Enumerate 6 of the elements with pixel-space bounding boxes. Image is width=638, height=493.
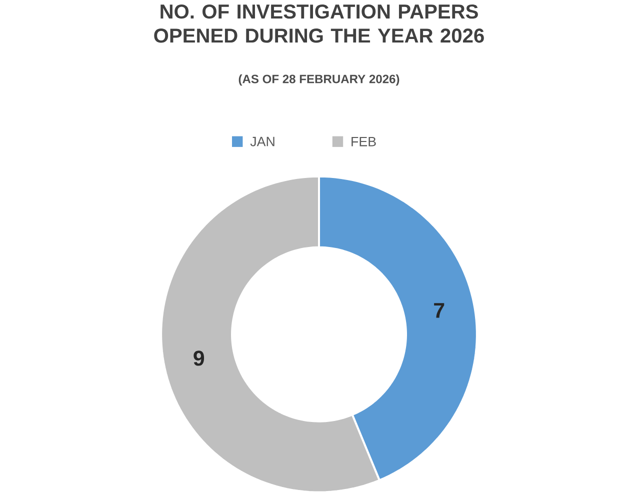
chart-title: NO. OF INVESTIGATION PAPERS OPENED DURING THE YEAR 2026 <box>154 4 484 43</box>
legend-label: JAN <box>250 136 274 146</box>
data-label: 7 <box>434 302 444 318</box>
chart-subtitle: (AS OF 28 FEBRUARY 2026) <box>238 74 400 86</box>
data-label: 9 <box>194 350 204 366</box>
legend-label: FEB <box>352 136 376 146</box>
